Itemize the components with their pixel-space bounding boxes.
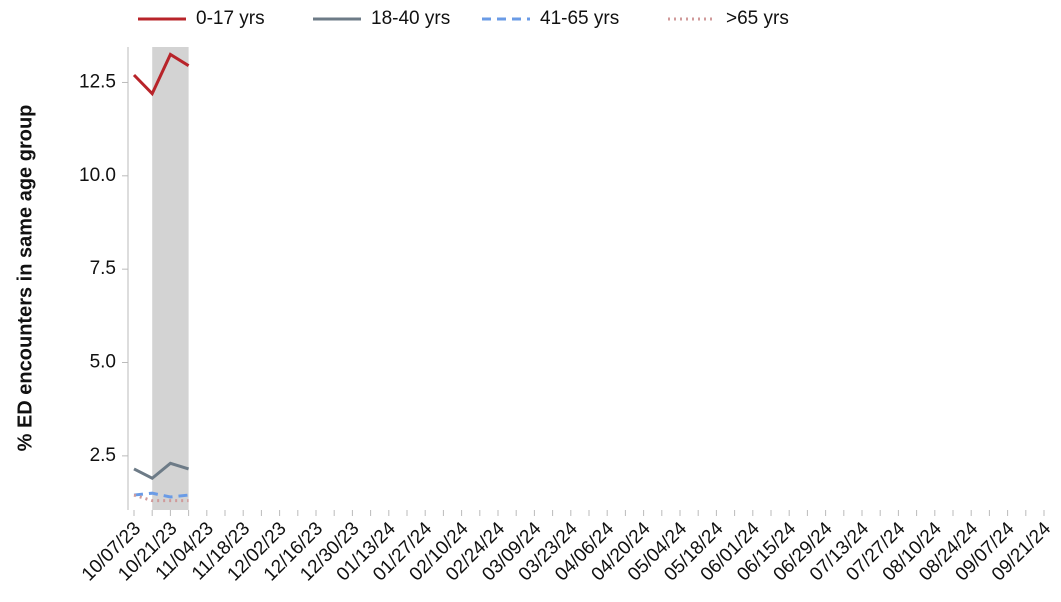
y-axis-title: % ED encounters in same age group <box>14 105 36 452</box>
y-tick-label: 2.5 <box>90 445 116 466</box>
legend-label: 18-40 yrs <box>371 8 450 29</box>
series-line <box>132 52 190 97</box>
legend-label: 0-17 yrs <box>196 8 265 29</box>
series-line <box>133 491 189 499</box>
y-tick-label: 12.5 <box>79 71 116 92</box>
y-tick-label: 5.0 <box>90 352 116 373</box>
legend-label: >65 yrs <box>726 8 789 29</box>
y-tick-label: 10.0 <box>79 165 116 186</box>
legend-label: 41-65 yrs <box>540 8 619 29</box>
series-line <box>133 461 190 481</box>
y-tick-label: 7.5 <box>90 258 116 279</box>
shaded-region <box>152 47 189 510</box>
